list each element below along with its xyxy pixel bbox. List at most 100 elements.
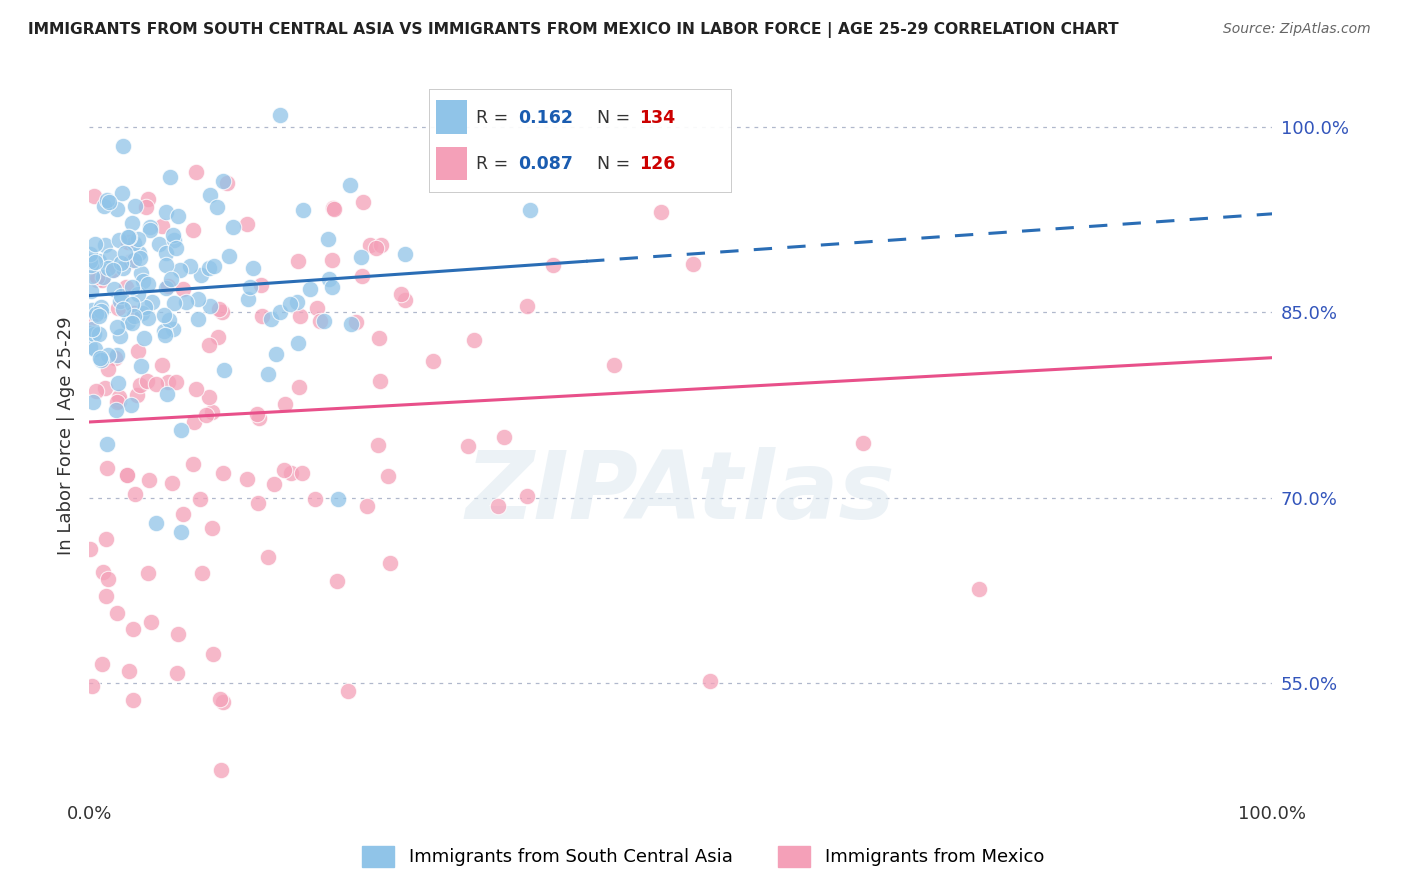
Point [198,390,221,404]
Point [249,277,271,292]
Point [280,466,302,480]
Point [356,500,378,514]
Point [89,253,111,268]
Point [79,340,101,354]
Point [163,296,186,310]
Point [97,348,120,362]
Point [367,438,389,452]
Point [91,273,114,287]
Point [247,496,270,510]
Point [139,219,162,234]
Point [162,322,184,336]
Point [364,241,387,255]
Point [127,388,149,402]
Point [208,692,231,706]
Point [212,695,235,709]
Point [236,217,259,231]
Point [457,438,479,452]
Point [211,174,233,188]
Point [190,268,212,282]
Point [122,309,145,323]
Point [212,466,235,480]
Point [198,338,221,352]
Point [111,260,134,275]
Point [83,189,105,203]
Point [108,394,131,409]
Point [650,205,672,219]
Point [179,259,201,273]
Point [304,491,326,506]
Point [326,491,349,506]
Point [516,489,538,503]
Point [183,415,205,429]
Point [111,186,134,200]
Point [167,626,190,640]
Point [107,233,129,247]
Point [97,195,120,210]
Point [394,247,416,261]
Point [422,354,444,368]
Point [350,250,373,264]
Point [145,516,167,530]
Point [141,615,163,629]
Point [187,292,209,306]
Point [166,375,188,389]
Point [97,573,120,587]
Point [131,306,153,320]
Bar [436,101,467,135]
Point [98,249,121,263]
Point [519,203,541,218]
Point [359,238,381,252]
Point [195,408,218,422]
Point [136,192,159,206]
Point [288,380,311,394]
Point [287,335,309,350]
Point [242,261,264,276]
Point [211,305,233,319]
Point [172,508,194,522]
Point [94,532,117,546]
Point [128,245,150,260]
Point [128,378,150,392]
Point [181,222,204,236]
Point [104,403,127,417]
Point [84,342,107,356]
Point [79,326,101,341]
Point [308,313,330,327]
Point [124,486,146,500]
Point [321,279,343,293]
Point [79,253,101,268]
Legend: Immigrants from South Central Asia, Immigrants from Mexico: Immigrants from South Central Asia, Immi… [354,838,1052,874]
Point [117,315,139,329]
Point [291,466,314,480]
Text: IMMIGRANTS FROM SOUTH CENTRAL ASIA VS IMMIGRANTS FROM MEXICO IN LABOR FORCE | AG: IMMIGRANTS FROM SOUTH CENTRAL ASIA VS IM… [28,22,1119,38]
Point [181,458,204,472]
Point [541,258,564,272]
Point [186,165,208,179]
Point [257,550,280,565]
Point [135,200,157,214]
Point [86,273,108,287]
Point [79,312,101,326]
Point [138,473,160,487]
Point [157,312,180,326]
Point [202,259,225,273]
Point [121,215,143,229]
Point [169,262,191,277]
Point [321,253,343,268]
Point [155,281,177,295]
Point [391,287,413,301]
Point [339,178,361,193]
Point [167,209,190,223]
Point [103,262,125,277]
Point [87,327,110,342]
Point [103,283,125,297]
Point [129,359,152,373]
Point [138,277,160,292]
Point [107,376,129,391]
Point [90,300,112,314]
Point [699,674,721,689]
Point [94,381,117,395]
Point [101,263,124,277]
Point [108,329,131,343]
